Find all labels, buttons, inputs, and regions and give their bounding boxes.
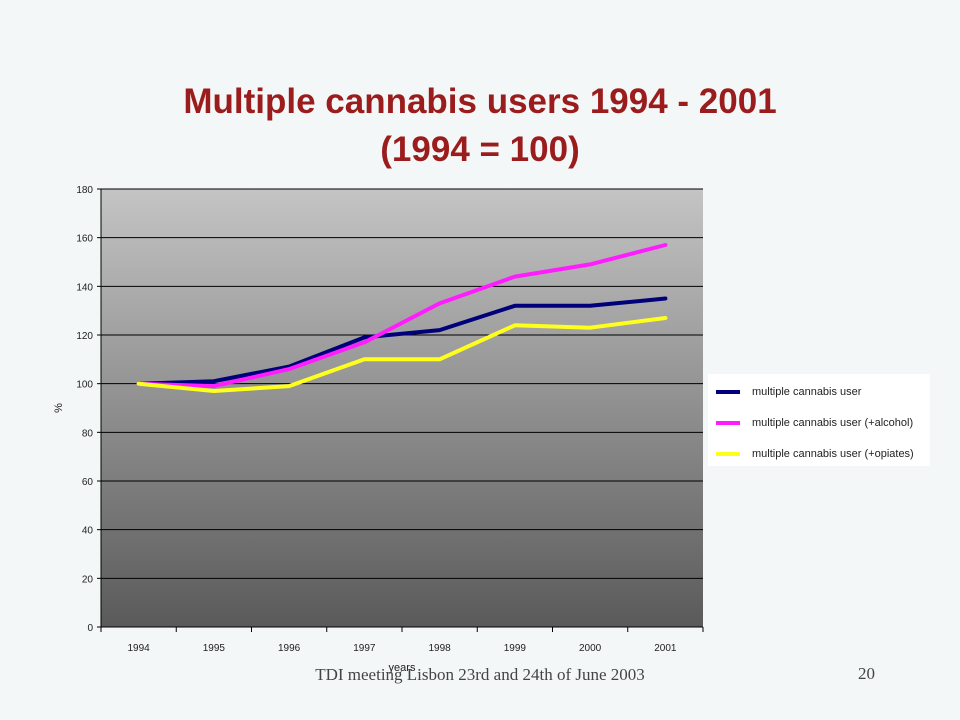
y-tick-label-180: 180 (76, 185, 93, 196)
chart-legend: multiple cannabis user multiple cannabis… (708, 374, 930, 466)
legend-swatch-alcohol (716, 421, 740, 425)
x-tick-label-1994: 1994 (128, 643, 151, 654)
y-tick-label-60: 60 (82, 477, 94, 488)
series-line-0 (136, 296, 668, 386)
slide-title: Multiple cannabis users 1994 - 2001 (199… (0, 78, 960, 174)
legend-item-alcohol: multiple cannabis user (+alcohol) (716, 415, 913, 431)
legend-label-opiates: multiple cannabis user (+opiates) (752, 448, 914, 460)
y-tick-label-80: 80 (82, 428, 94, 439)
x-axis-label: years (389, 662, 416, 674)
title-line-1: Multiple cannabis users 1994 - 2001 (183, 82, 777, 121)
series-line-1 (136, 243, 668, 389)
y-tick-label-160: 160 (76, 234, 93, 245)
x-tick-label-2001: 2001 (654, 643, 677, 654)
series-line-2 (136, 316, 668, 393)
x-tick-label-1996: 1996 (278, 643, 301, 654)
legend-label-cannabis: multiple cannabis user (752, 386, 862, 398)
footer-text: TDI meeting Lisbon 23rd and 24th of June… (315, 665, 645, 684)
y-tick-label-120: 120 (76, 331, 93, 342)
legend-swatch-cannabis (716, 390, 740, 394)
x-tick-label-2000: 2000 (579, 643, 602, 654)
legend-swatch-opiates (716, 452, 740, 456)
plot-area (101, 189, 703, 627)
y-tick-label-0: 0 (87, 623, 93, 634)
title-line-2: (1994 = 100) (380, 130, 580, 169)
legend-label-alcohol: multiple cannabis user (+alcohol) (752, 417, 914, 429)
x-tick-label-1995: 1995 (203, 643, 226, 654)
y-axis-label: % (53, 403, 65, 413)
y-tick-label-100: 100 (76, 380, 93, 391)
x-tick-label-1998: 1998 (429, 643, 452, 654)
legend-item-cannabis: multiple cannabis user (716, 384, 861, 400)
y-tick-label-40: 40 (82, 526, 94, 537)
x-tick-label-1997: 1997 (353, 643, 376, 654)
legend-item-opiates: multiple cannabis user (+opiates) (716, 446, 914, 462)
y-tick-label-20: 20 (82, 574, 94, 585)
y-tick-label-140: 140 (76, 282, 93, 293)
page-number: 20 (858, 664, 875, 683)
x-tick-label-1999: 1999 (504, 643, 527, 654)
